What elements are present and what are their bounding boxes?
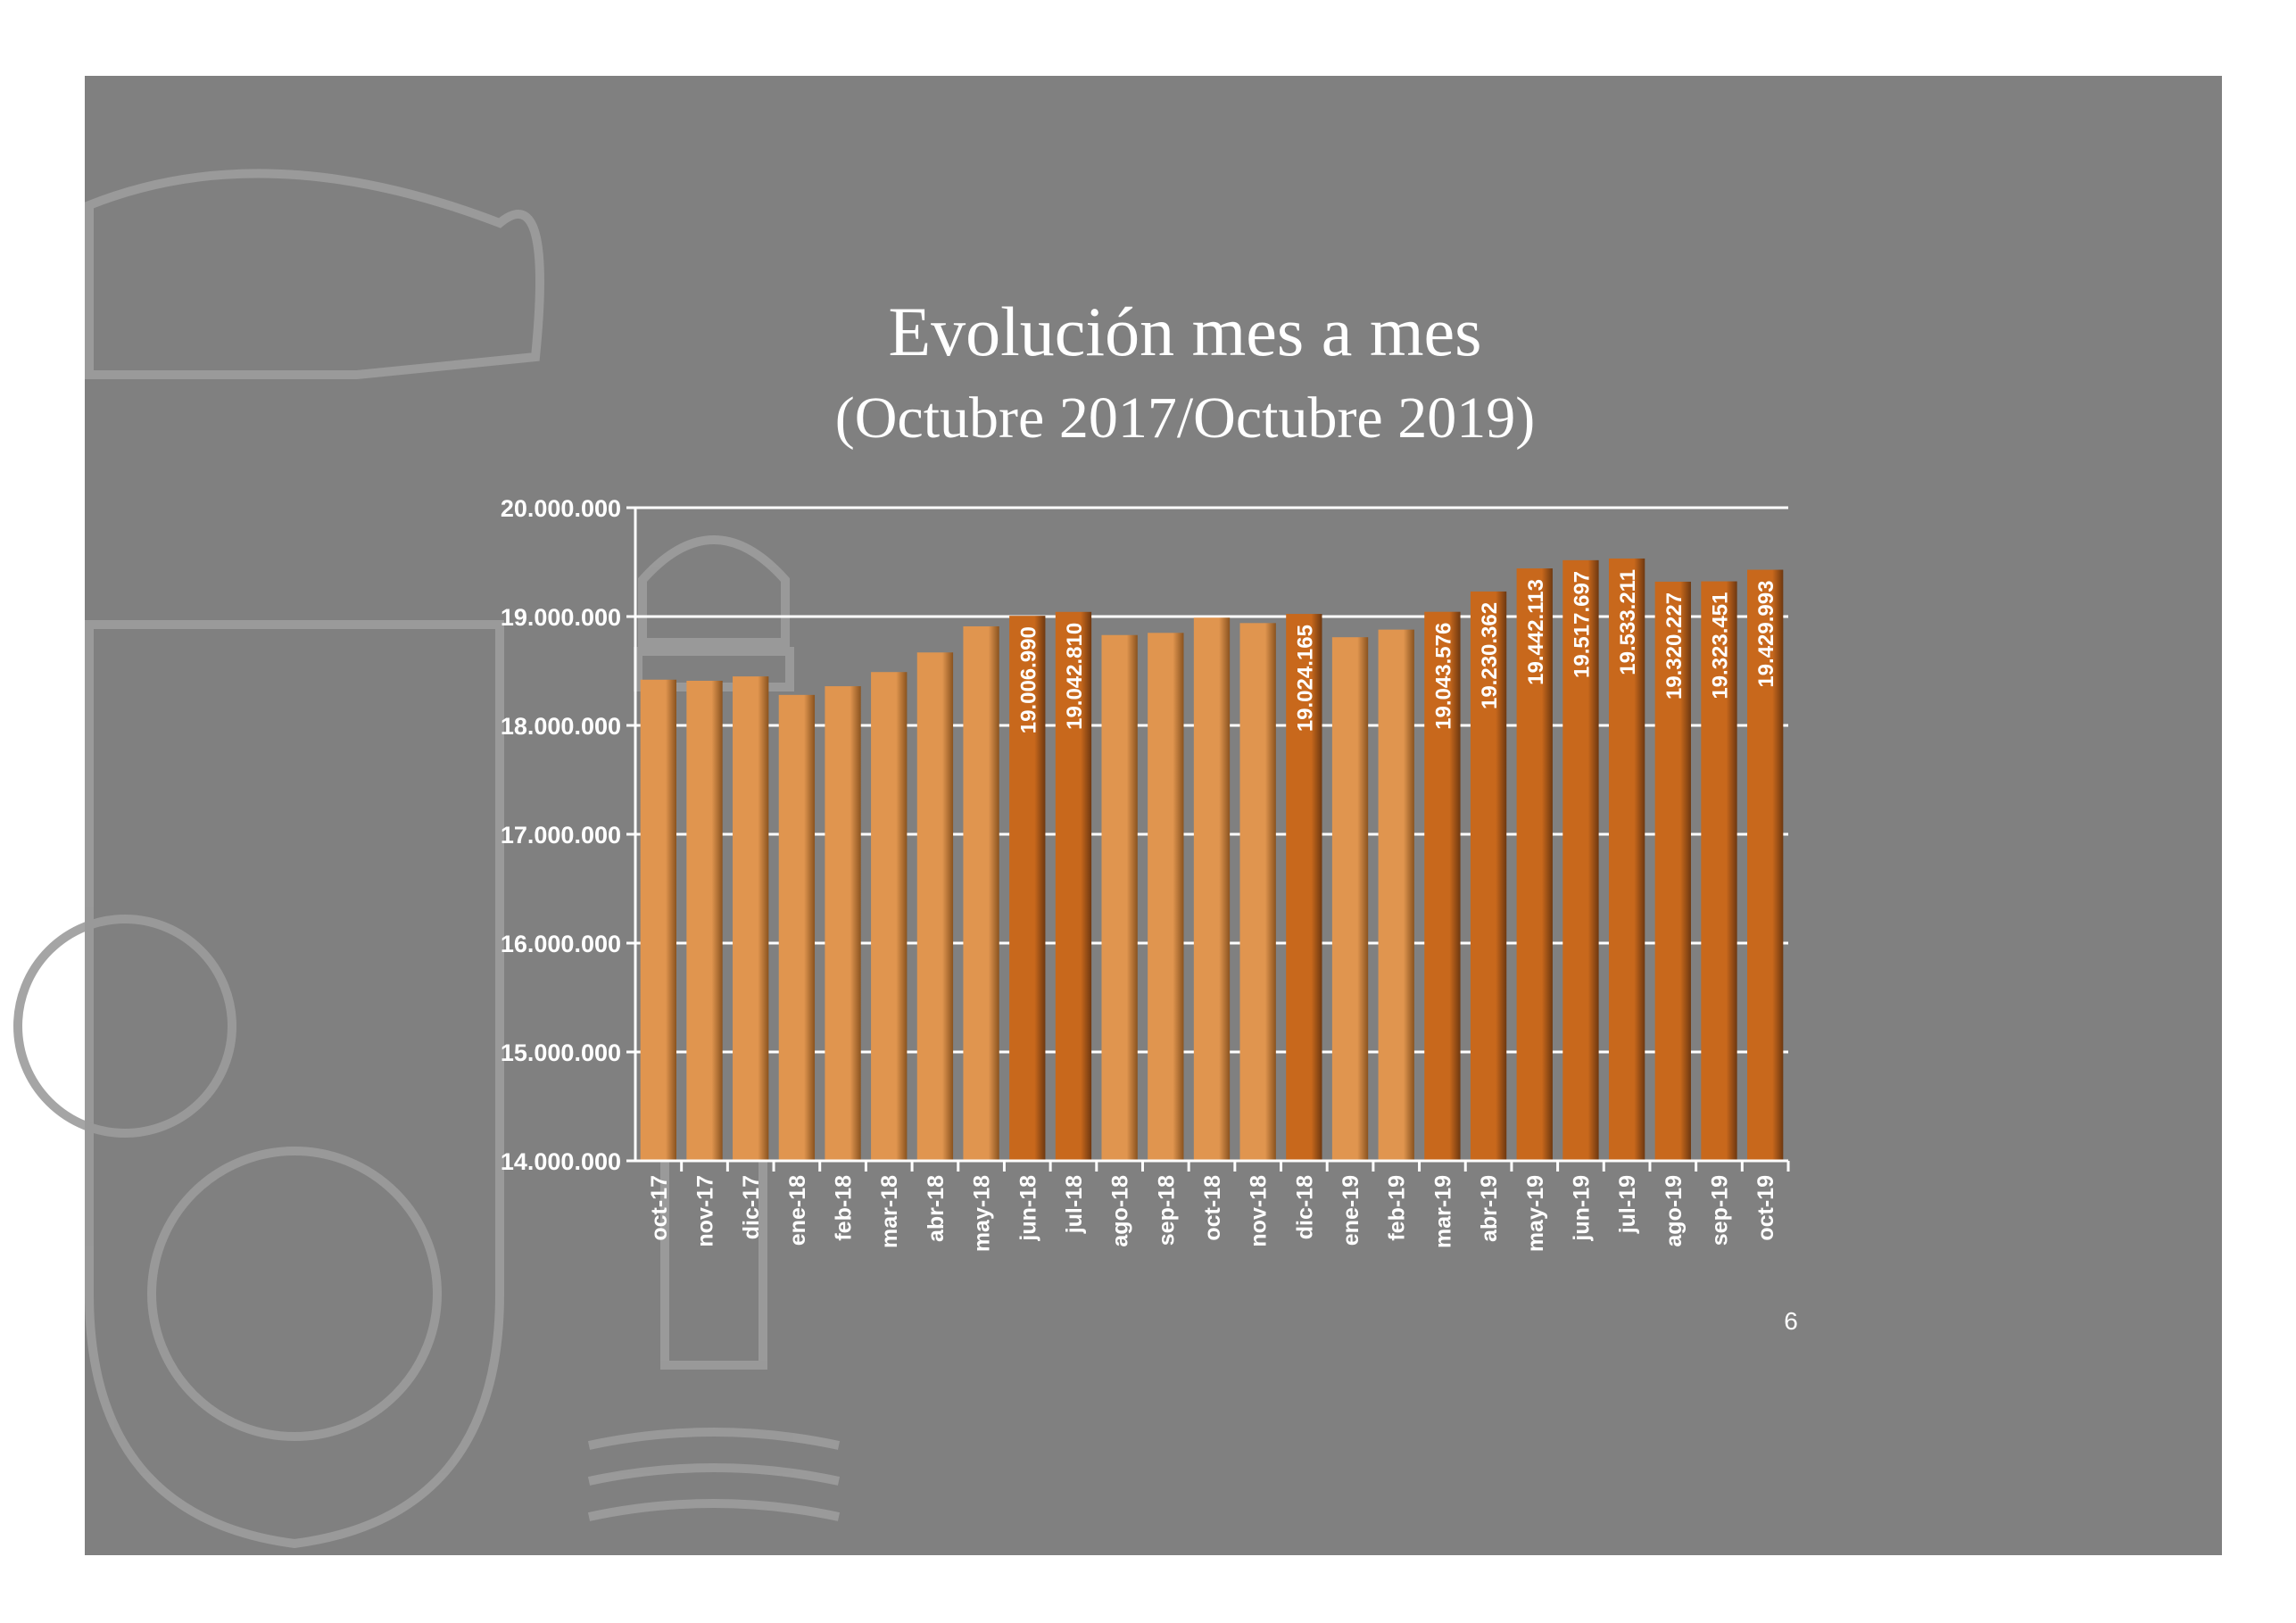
- bar: [916, 652, 954, 1161]
- x-tick-label: nov-18: [1247, 1175, 1272, 1247]
- x-tick-label: ago-19: [1662, 1175, 1687, 1247]
- data-label: 19.230.362: [1478, 602, 1502, 709]
- data-label: 19.442.113: [1524, 579, 1548, 685]
- x-tick-label: may-19: [1523, 1175, 1548, 1252]
- data-label: 19.429.993: [1754, 581, 1778, 688]
- x-tick-label: ago-18: [1108, 1175, 1133, 1247]
- data-label: 19.533.211: [1616, 569, 1640, 675]
- y-tick-label: 14.000.000: [501, 1148, 621, 1175]
- bar: [1378, 629, 1414, 1161]
- x-tick-label: dic-18: [1292, 1175, 1317, 1239]
- x-tick-label: sep-18: [1154, 1175, 1179, 1246]
- bar: [1654, 581, 1691, 1161]
- x-tick-label: jun-19: [1569, 1175, 1594, 1242]
- x-tick-label: may-18: [970, 1175, 995, 1252]
- x-tick-label: abr-19: [1477, 1175, 1502, 1242]
- y-tick-label: 17.000.000: [501, 822, 621, 849]
- bar: [1701, 581, 1737, 1161]
- x-tick-label: nov-17: [693, 1175, 718, 1247]
- data-label: 19.517.697: [1570, 571, 1594, 678]
- bar: [1424, 611, 1461, 1161]
- bar: [640, 679, 676, 1161]
- bar: [1148, 633, 1184, 1161]
- bar: [1055, 611, 1092, 1161]
- bar: [686, 680, 723, 1161]
- x-tick-label: dic-17: [739, 1175, 764, 1239]
- bar: [1747, 569, 1784, 1161]
- bar: [1101, 634, 1138, 1161]
- x-tick-label: ene-18: [785, 1175, 810, 1246]
- bar: [1009, 616, 1046, 1161]
- bar: [1608, 558, 1645, 1161]
- bar: [1516, 568, 1553, 1161]
- y-tick-label: 16.000.000: [501, 931, 621, 957]
- x-tick-label: mar-18: [877, 1175, 902, 1248]
- x-tick-label: feb-18: [832, 1175, 857, 1241]
- x-tick-label: jul-18: [1062, 1175, 1087, 1234]
- bar: [1470, 591, 1507, 1161]
- bar: [963, 625, 999, 1161]
- x-tick-label: mar-19: [1430, 1175, 1455, 1248]
- x-tick-label: abr-18: [924, 1175, 949, 1242]
- x-tick-label: ene-19: [1339, 1175, 1364, 1246]
- bar: [1286, 614, 1322, 1161]
- x-tick-label: jun-18: [1015, 1175, 1040, 1242]
- data-label: 19.323.451: [1708, 592, 1732, 700]
- data-label: 19.042.810: [1063, 623, 1087, 730]
- data-label: 19.320.227: [1662, 592, 1687, 700]
- bar: [1239, 623, 1276, 1161]
- x-tick-label: jul-19: [1615, 1175, 1640, 1234]
- data-label: 19.043.576: [1431, 623, 1455, 730]
- y-tick-label: 15.000.000: [501, 1039, 621, 1066]
- y-tick-label: 20.000.000: [501, 495, 621, 522]
- x-tick-label: oct-18: [1200, 1175, 1225, 1241]
- y-tick-label: 19.000.000: [501, 604, 621, 631]
- bar: [871, 672, 908, 1161]
- axes: 14.000.000 15.000.000 16.000.000 17.000.000…: [501, 495, 1790, 1252]
- bar: [1331, 637, 1369, 1161]
- x-tick-label: oct-17: [647, 1175, 672, 1241]
- data-label: 19.024.165: [1293, 625, 1317, 732]
- bars: 19.006.990 19.042.810 19.024.165 19.043.576…: [640, 558, 1784, 1161]
- x-tick-label: sep-19: [1707, 1175, 1732, 1246]
- bar: [825, 686, 861, 1161]
- bar: [733, 676, 769, 1161]
- chart-title: Evolución mes a mes: [888, 293, 1481, 370]
- x-tick-label: feb-19: [1385, 1175, 1410, 1241]
- page-number: 6: [1784, 1307, 1798, 1335]
- x-tick-label: oct-19: [1753, 1175, 1778, 1241]
- data-label: 19.006.990: [1016, 626, 1040, 733]
- bar: [1193, 617, 1231, 1161]
- y-tick-label: 18.000.000: [501, 713, 621, 740]
- bar: [1562, 559, 1599, 1161]
- chart-subtitle: (Octubre 2017/Octubre 2019): [835, 385, 1535, 451]
- bar: [778, 694, 816, 1161]
